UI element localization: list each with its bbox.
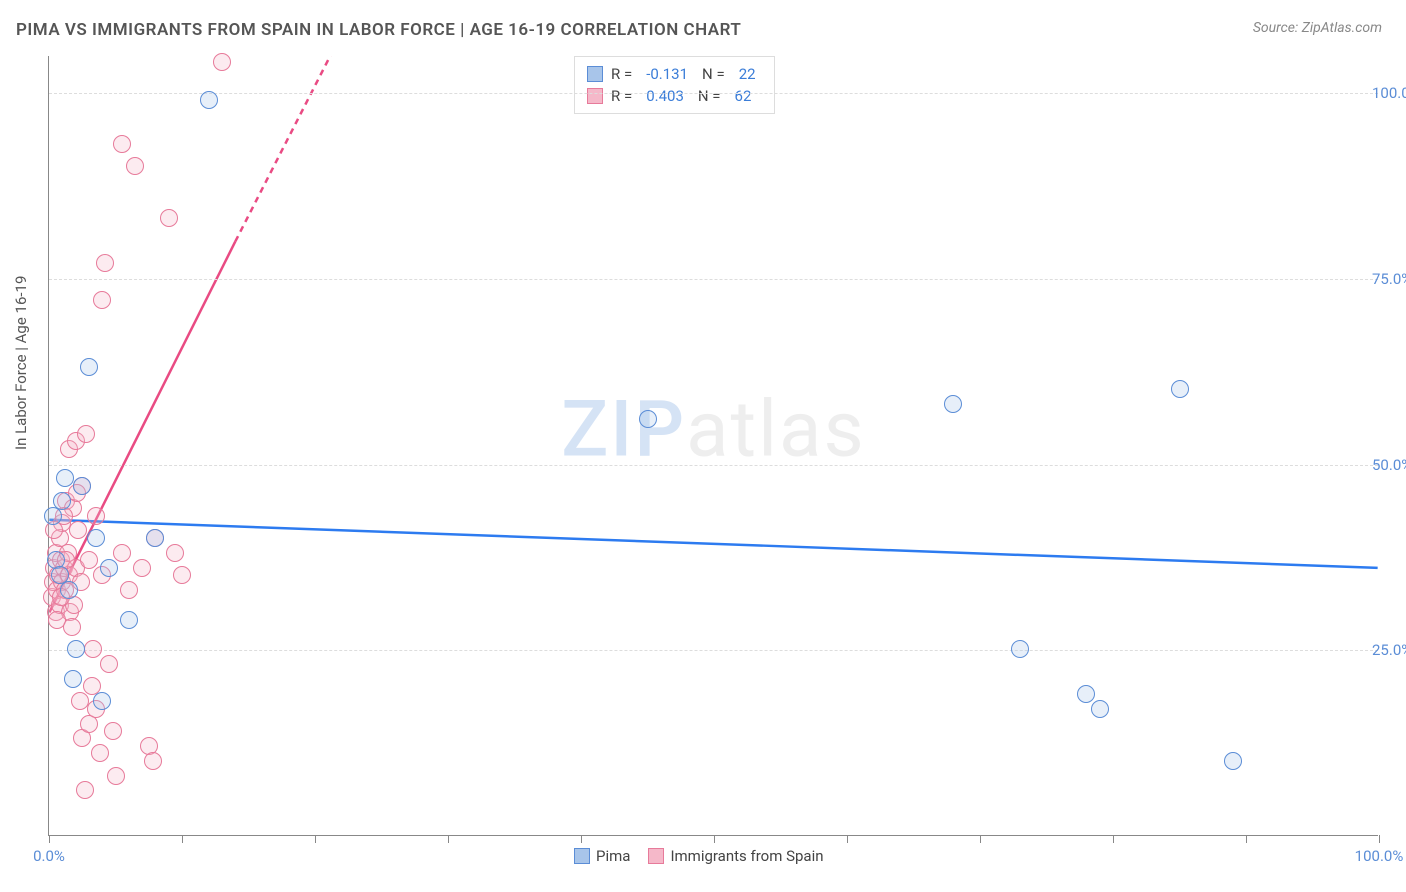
source-text: Source: ZipAtlas.com — [1253, 20, 1382, 36]
blue-point — [100, 559, 118, 577]
pink-point — [96, 254, 114, 272]
x-tick — [980, 835, 981, 843]
x-tick-label: 0.0% — [33, 847, 65, 865]
correlation-stats-box: R = -0.131 N = 22 R = 0.403 N = 62 — [574, 56, 775, 114]
blue-point — [1171, 380, 1189, 398]
pink-point — [87, 507, 105, 525]
stats-row-pink: R = 0.403 N = 62 — [587, 85, 762, 107]
pink-point — [104, 722, 122, 740]
x-tick — [49, 835, 50, 843]
blue-point — [56, 469, 74, 487]
x-tick — [714, 835, 715, 843]
blue-point — [1077, 685, 1095, 703]
x-tick-label: 100.0% — [1355, 847, 1404, 865]
gridline-h — [49, 279, 1378, 280]
x-tick — [1246, 835, 1247, 843]
pink-point — [213, 53, 231, 71]
blue-point — [87, 529, 105, 547]
blue-point — [1224, 752, 1242, 770]
blue-point — [60, 581, 78, 599]
y-axis-label: In Labor Force | Age 16-19 — [12, 276, 30, 450]
x-tick — [1379, 835, 1380, 843]
legend: Pima Immigrants from Spain — [574, 847, 824, 865]
pink-point — [160, 209, 178, 227]
pink-point — [166, 544, 184, 562]
gridline-h — [49, 650, 1378, 651]
pink-point — [91, 744, 109, 762]
pink-point — [77, 425, 95, 443]
blue-point — [67, 640, 85, 658]
pink-point — [144, 752, 162, 770]
legend-label-pink: Immigrants from Spain — [670, 847, 823, 865]
x-tick — [448, 835, 449, 843]
blue-point — [93, 692, 111, 710]
pink-swatch-icon — [587, 88, 603, 104]
n-label-pink: N = — [698, 85, 721, 107]
trend-lines — [49, 56, 1378, 835]
blue-point — [146, 529, 164, 547]
stats-row-blue: R = -0.131 N = 22 — [587, 63, 762, 85]
pink-point — [113, 544, 131, 562]
watermark-zip: ZIP — [561, 384, 686, 475]
blue-point — [80, 358, 98, 376]
blue-swatch-icon — [587, 66, 603, 82]
chart-plot-area: ZIPatlas R = -0.131 N = 22 R = 0.403 N =… — [48, 56, 1378, 836]
blue-point — [64, 670, 82, 688]
pink-point — [173, 566, 191, 584]
pink-point — [71, 692, 89, 710]
pink-point — [107, 767, 125, 785]
gridline-h — [49, 465, 1378, 466]
watermark: ZIPatlas — [561, 384, 866, 475]
legend-item-pink: Immigrants from Spain — [648, 847, 823, 865]
n-value-blue: 22 — [739, 63, 756, 85]
blue-point — [200, 91, 218, 109]
n-label-blue: N = — [702, 63, 725, 85]
pink-point — [48, 611, 66, 629]
blue-point — [1011, 640, 1029, 658]
pink-legend-swatch-icon — [648, 848, 664, 864]
pink-point — [80, 551, 98, 569]
blue-point — [120, 611, 138, 629]
y-tick-label: 100.0% — [1372, 84, 1406, 102]
x-tick — [315, 835, 316, 843]
legend-item-blue: Pima — [574, 847, 630, 865]
pink-point — [84, 640, 102, 658]
pink-point — [100, 655, 118, 673]
blue-legend-swatch-icon — [574, 848, 590, 864]
y-tick-label: 50.0% — [1372, 456, 1406, 474]
gridline-h — [49, 93, 1378, 94]
y-tick-label: 25.0% — [1372, 641, 1406, 659]
watermark-atlas: atlas — [686, 384, 866, 475]
r-label-pink: R = — [611, 85, 632, 107]
legend-label-blue: Pima — [596, 847, 630, 865]
x-tick — [1113, 835, 1114, 843]
pink-point — [126, 157, 144, 175]
blue-point — [1091, 700, 1109, 718]
pink-point — [76, 781, 94, 799]
chart-title: PIMA VS IMMIGRANTS FROM SPAIN IN LABOR F… — [16, 20, 741, 40]
pink-point — [93, 291, 111, 309]
x-tick — [182, 835, 183, 843]
y-tick-label: 75.0% — [1372, 270, 1406, 288]
pink-point — [133, 559, 151, 577]
blue-point — [73, 477, 91, 495]
blue-point — [53, 492, 71, 510]
pink-point — [113, 135, 131, 153]
r-value-pink: 0.403 — [646, 85, 684, 107]
n-value-pink: 62 — [735, 85, 752, 107]
blue-point — [944, 395, 962, 413]
r-label-blue: R = — [611, 63, 632, 85]
pink-point — [69, 521, 87, 539]
r-value-blue: -0.131 — [646, 63, 688, 85]
x-tick — [581, 835, 582, 843]
pink-point — [120, 581, 138, 599]
x-tick — [847, 835, 848, 843]
blue-point — [639, 410, 657, 428]
